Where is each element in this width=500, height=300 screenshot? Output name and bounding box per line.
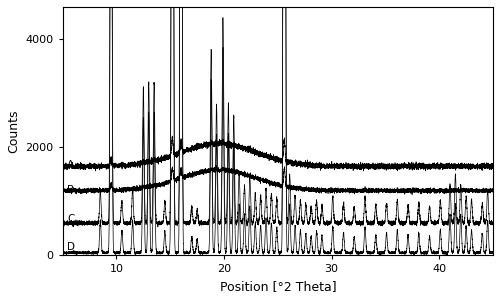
Text: B: B: [67, 184, 74, 195]
Y-axis label: Counts: Counts: [7, 110, 20, 153]
Text: C: C: [67, 214, 74, 224]
Text: D: D: [67, 242, 75, 252]
Text: A: A: [67, 160, 74, 170]
X-axis label: Position [°2 Theta]: Position [°2 Theta]: [220, 280, 336, 293]
